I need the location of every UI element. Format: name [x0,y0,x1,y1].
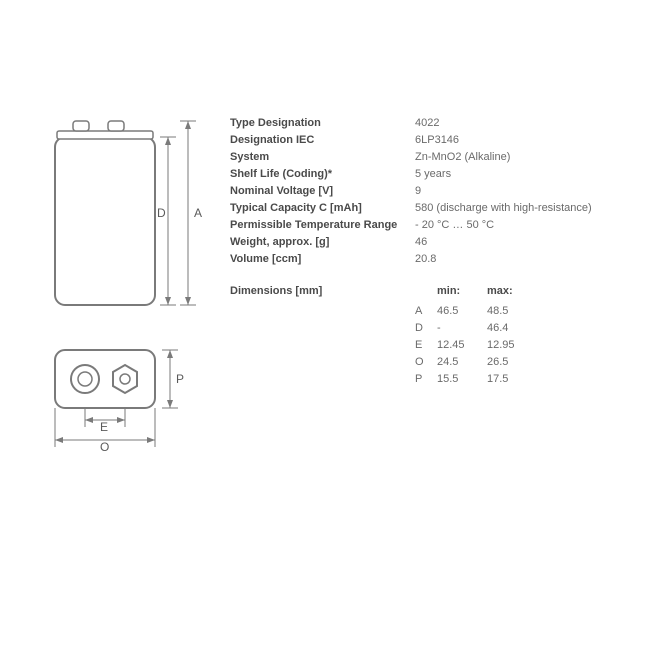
dim-min: 24.5 [437,354,487,371]
dim-letter: E [415,337,437,354]
dim-max: 17.5 [487,371,537,388]
spec-row: Shelf Life (Coding)* 5 years [230,166,640,183]
dim-label-E: E [100,420,108,434]
battery-diagram: A D P [40,115,210,455]
dim-max: 26.5 [487,354,537,371]
dim-max: 46.4 [487,320,537,337]
spec-label: Designation IEC [230,132,415,149]
dim-min: 46.5 [437,303,487,320]
dim-letter: P [415,371,437,388]
spec-row: Weight, approx. [g] 46 [230,234,640,251]
spec-value: 580 (discharge with high-resistance) [415,200,640,217]
spec-label: Type Designation [230,115,415,132]
dimensions-table: Dimensions [mm] min: max: A 46.5 48.5 D … [230,285,640,388]
dim-min: 15.5 [437,371,487,388]
dim-label-A: A [194,206,202,220]
spec-label: Nominal Voltage [V] [230,183,415,200]
dim-label-P: P [176,372,184,386]
battery-svg: A D P [40,115,210,455]
spec-row: System Zn-MnO2 (Alkaline) [230,149,640,166]
spec-label: Typical Capacity C [mAh] [230,200,415,217]
spec-row: Designation IEC 6LP3146 [230,132,640,149]
dim-min: - [437,320,487,337]
dim-header-min: min: [437,285,487,297]
spec-label: Permissible Temperature Range [230,217,415,234]
spec-value: - 20 °C … 50 °C [415,217,640,234]
dim-header: Dimensions [mm] min: max: [230,285,640,297]
dim-max: 48.5 [487,303,537,320]
dim-row: D - 46.4 [230,320,640,337]
dim-label-D: D [157,206,166,220]
spec-row: Nominal Voltage [V] 9 [230,183,640,200]
spec-row: Typical Capacity C [mAh] 580 (discharge … [230,200,640,217]
spec-value: 20.8 [415,251,640,268]
page: A D P [0,0,660,660]
spec-label: Weight, approx. [g] [230,234,415,251]
dim-row: O 24.5 26.5 [230,354,640,371]
dim-header-max: max: [487,285,537,297]
spec-value: 5 years [415,166,640,183]
spec-table: Type Designation 4022 Designation IEC 6L… [230,115,640,268]
spec-value: 6LP3146 [415,132,640,149]
spec-label: Volume [ccm] [230,251,415,268]
dim-title: Dimensions [mm] [230,285,415,297]
dim-min: 12.45 [437,337,487,354]
spec-row: Type Designation 4022 [230,115,640,132]
dim-row: E 12.45 12.95 [230,337,640,354]
dim-max: 12.95 [487,337,537,354]
spec-value: 9 [415,183,640,200]
dim-letter: A [415,303,437,320]
spec-row: Permissible Temperature Range - 20 °C … … [230,217,640,234]
dim-label-O: O [100,440,109,454]
spec-label: Shelf Life (Coding)* [230,166,415,183]
spec-value: 46 [415,234,640,251]
spec-value: 4022 [415,115,640,132]
spec-label: System [230,149,415,166]
dim-letter: D [415,320,437,337]
dim-letter: O [415,354,437,371]
dim-row: A 46.5 48.5 [230,303,640,320]
spec-row: Volume [ccm] 20.8 [230,251,640,268]
dim-row: P 15.5 17.5 [230,371,640,388]
spec-value: Zn-MnO2 (Alkaline) [415,149,640,166]
